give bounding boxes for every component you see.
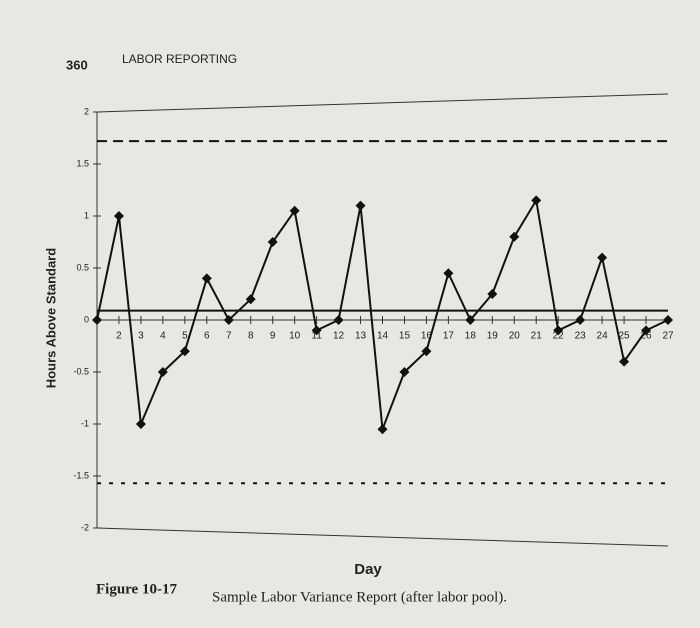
x-tick-label: 14: [377, 331, 389, 342]
x-tick-label: 19: [487, 331, 499, 342]
data-point: [113, 211, 124, 221]
y-tick-label: 0: [84, 314, 89, 324]
y-tick-label: 0.5: [76, 262, 89, 272]
data-point: [311, 325, 322, 336]
x-tick-label: 7: [226, 331, 232, 342]
data-point: [553, 325, 564, 336]
figure-label: Figure 10-17: [96, 581, 177, 597]
data-point: [245, 294, 256, 305]
x-tick-label: 23: [575, 331, 587, 342]
data-point: [619, 356, 630, 367]
x-tick-label: 21: [531, 331, 543, 342]
data-point: [333, 315, 344, 325]
x-tick-label: 4: [160, 331, 166, 342]
x-tick-label: 11: [311, 331, 322, 342]
data-point: [531, 195, 542, 206]
y-tick-label: -2: [81, 522, 89, 532]
data-point: [663, 315, 673, 325]
running-head: LABOR REPORTING: [122, 52, 237, 66]
x-axis-label: Day: [354, 561, 382, 578]
x-tick-label: 25: [619, 331, 631, 342]
data-point: [289, 205, 300, 216]
data-point: [487, 289, 498, 299]
x-tick-label: 20: [509, 331, 521, 342]
y-tick-label: 1: [84, 210, 89, 220]
x-tick-label: 2: [116, 331, 122, 342]
x-tick-label: 24: [597, 331, 609, 342]
x-tick-label: 17: [443, 331, 455, 342]
y-tick-label: 2: [84, 106, 89, 116]
data-point: [421, 346, 432, 357]
x-tick-label: 12: [333, 331, 345, 342]
y-tick-label: -1: [81, 418, 89, 428]
x-tick-label: 5: [182, 331, 188, 342]
x-tick-label: 9: [270, 331, 276, 342]
x-tick-label: 6: [204, 331, 210, 342]
data-point: [509, 231, 520, 242]
y-axis-label: Hours Above Standard: [43, 248, 58, 388]
x-tick-label: 22: [553, 331, 565, 342]
data-point: [641, 325, 652, 336]
data-point: [399, 367, 410, 377]
x-tick-label: 26: [640, 331, 652, 342]
data-point: [597, 252, 608, 263]
data-point: [179, 346, 190, 357]
data-point: [201, 273, 212, 284]
y-tick-label: 1.5: [76, 158, 89, 168]
data-point: [465, 315, 476, 325]
plot-bottom-border: [96, 527, 669, 547]
page-number: 360: [66, 57, 88, 72]
x-tick-label: 16: [421, 331, 433, 342]
x-tick-label: 13: [355, 331, 367, 342]
x-tick-label: 10: [289, 331, 301, 342]
y-tick-label: -1.5: [73, 470, 89, 480]
x-tick-label: 3: [138, 331, 144, 342]
data-point: [157, 367, 168, 377]
data-point: [443, 268, 454, 279]
data-point: [377, 424, 388, 435]
data-point: [355, 200, 366, 211]
data-point: [267, 237, 278, 247]
data-point: [223, 315, 234, 325]
plot-top-border: [96, 93, 669, 113]
x-tick-label: 18: [465, 331, 477, 342]
data-point: [135, 419, 146, 429]
figure-caption: Sample Labor Variance Report (after labo…: [212, 589, 507, 605]
x-tick-label: 15: [399, 331, 411, 342]
y-tick-label: -0.5: [73, 366, 89, 376]
x-tick-label: 8: [248, 331, 254, 342]
data-point: [575, 315, 586, 325]
data-point: [92, 315, 102, 325]
x-tick-label: 27: [662, 331, 674, 342]
